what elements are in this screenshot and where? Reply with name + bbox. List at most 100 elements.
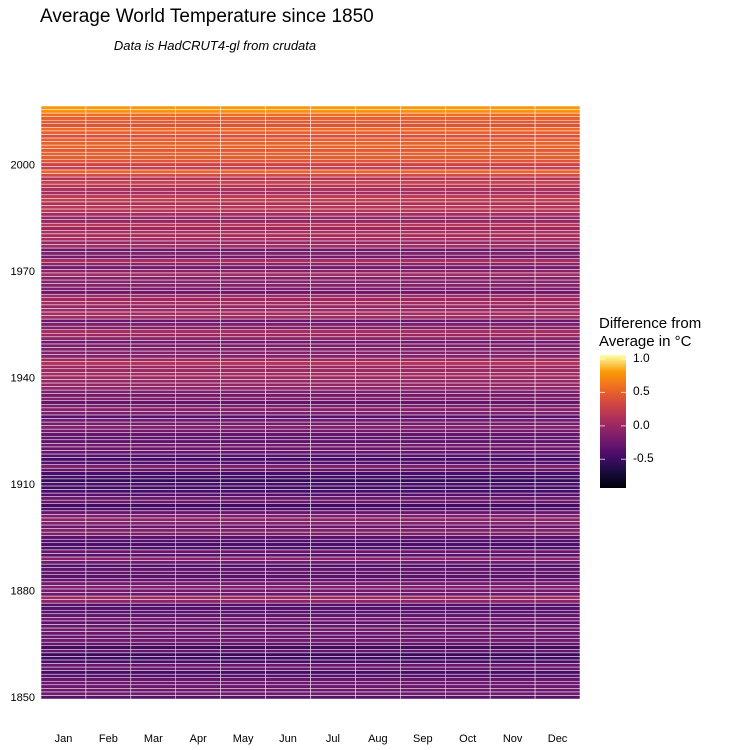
heatmap-cell-1906-jul	[310, 496, 356, 501]
heatmap-cell-1866-mar	[130, 638, 176, 643]
heatmap-cell-1882-nov	[489, 581, 536, 586]
heatmap-cell-1904-mar	[130, 503, 176, 508]
heatmap-cell-1932-oct	[445, 404, 491, 409]
heatmap-cell-1869-oct	[445, 627, 491, 632]
heatmap-cell-1890-jan	[40, 553, 87, 558]
heatmap-cell-1854-feb	[85, 680, 132, 686]
heatmap-cell-1897-feb	[85, 528, 132, 533]
heatmap-cell-1878-apr	[175, 595, 221, 600]
heatmap-cell-1942-jul	[310, 368, 356, 373]
heatmap-cell-1897-may	[220, 528, 266, 533]
heatmap-cell-1855-nov	[489, 677, 536, 682]
heatmap-cell-1924-sep	[400, 432, 446, 437]
heatmap-cell-1985-nov	[489, 215, 536, 220]
heatmap-cell-1939-mar	[130, 379, 176, 384]
heatmap-cell-1950-aug	[355, 340, 401, 345]
colorbar-segment	[600, 486, 626, 488]
colorbar-segment	[600, 477, 626, 479]
heatmap-cell-2000-oct	[445, 162, 491, 167]
heatmap-cell-1937-jun	[265, 386, 311, 391]
heatmap-cell-1889-sep	[400, 556, 446, 561]
heatmap-cell-1967-jun	[265, 279, 311, 284]
heatmap-cell-1975-jan	[40, 251, 87, 256]
heatmap-cell-1856-nov	[489, 673, 536, 678]
heatmap-cell-1897-aug	[355, 528, 401, 533]
colorbar-segment	[600, 397, 626, 399]
heatmap-cell-1947-nov	[489, 350, 536, 355]
heatmap-cell-1885-jun	[265, 570, 311, 575]
heatmap-cell-1950-mar	[130, 340, 176, 345]
heatmap-cell-1979-apr	[175, 237, 221, 242]
heatmap-cell-1938-jan	[40, 382, 87, 387]
colorbar-segment	[600, 448, 626, 450]
heatmap-cells	[40, 105, 581, 700]
heatmap-cell-2010-mar	[130, 127, 176, 132]
heatmap-cell-1977-feb	[85, 244, 132, 249]
heatmap-cell-1951-feb	[85, 336, 132, 341]
heatmap-cell-1867-sep	[400, 634, 446, 639]
heatmap-cell-1859-jun	[265, 663, 311, 668]
heatmap-cell-1990-dec	[534, 198, 581, 203]
heatmap-cell-1917-aug	[355, 457, 401, 462]
heatmap-cell-1925-jun	[265, 428, 311, 433]
heatmap-cell-1907-sep	[400, 492, 446, 497]
heatmap-cell-1886-feb	[85, 567, 132, 572]
colorbar-segment	[600, 473, 626, 475]
legend-tick-label: 0.0	[633, 417, 650, 432]
heatmap-cell-1949-mar	[130, 343, 176, 348]
heatmap-cell-1879-jan	[40, 592, 87, 597]
heatmap-cell-1919-jul	[310, 450, 356, 455]
heatmap-cell-1935-dec	[534, 393, 581, 398]
heatmap-cell-1962-may	[220, 297, 266, 302]
heatmap-cell-1871-nov	[489, 620, 536, 625]
heatmap-cell-1894-oct	[445, 538, 491, 544]
heatmap-cell-1952-oct	[445, 333, 491, 338]
heatmap-cell-1997-dec	[534, 173, 581, 178]
heatmap-cell-1984-sep	[400, 219, 446, 224]
heatmap-cell-1856-mar	[130, 673, 176, 678]
heatmap-cell-1899-apr	[175, 521, 221, 526]
heatmap-cell-1978-oct	[445, 240, 491, 245]
heatmap-cell-1906-jan	[40, 496, 87, 501]
heatmap-cell-1967-oct	[445, 279, 491, 284]
heatmap-cell-1986-nov	[489, 212, 536, 217]
heatmap-cell-1975-oct	[445, 251, 491, 256]
heatmap-cell-1894-may	[220, 538, 266, 544]
heatmap-cell-1980-may	[220, 233, 266, 238]
heatmap-cell-1858-apr	[175, 666, 221, 671]
heatmap-cell-1978-apr	[175, 240, 221, 245]
heatmap-cell-1980-nov	[489, 233, 536, 238]
heatmap-cell-1852-may	[220, 688, 266, 693]
heatmap-cell-1998-oct	[445, 169, 491, 174]
heatmap-cell-1946-aug	[355, 354, 401, 359]
heatmap-cell-1924-oct	[445, 432, 491, 437]
heatmap-cell-1888-aug	[355, 560, 401, 565]
heatmap-cell-1929-mar	[130, 414, 176, 419]
heatmap-cell-1850-mar	[130, 695, 176, 700]
heatmap-cell-1850-aug	[355, 695, 401, 700]
heatmap-cell-2007-feb	[85, 137, 132, 142]
heatmap-cell-1953-jun	[265, 329, 311, 334]
heatmap-cell-1897-jan	[40, 528, 87, 533]
heatmap-cell-1985-oct	[445, 215, 491, 220]
heatmap-cell-1902-jun	[265, 510, 311, 515]
heatmap-cell-1957-apr	[175, 315, 221, 320]
heatmap-cell-1994-apr	[175, 183, 221, 188]
heatmap-cell-1902-feb	[85, 510, 132, 515]
heatmap-cell-1890-sep	[400, 553, 446, 558]
heatmap-cell-1869-dec	[534, 627, 581, 632]
heatmap-cell-1977-sep	[400, 244, 446, 249]
heatmap-cell-1935-oct	[445, 393, 491, 398]
heatmap-cell-1901-nov	[489, 514, 536, 519]
heatmap-cell-1893-may	[220, 542, 266, 547]
heatmap-cell-1871-jan	[40, 620, 87, 625]
heatmap-cell-2008-mar	[130, 134, 176, 139]
heatmap-cell-1974-dec	[534, 254, 581, 259]
heatmap-cell-1928-dec	[534, 418, 581, 423]
heatmap-cell-1968-jul	[310, 276, 356, 281]
heatmap-cell-1988-apr	[175, 205, 221, 210]
heatmap-cell-1881-nov	[489, 585, 536, 590]
heatmap-cell-1941-jun	[265, 372, 311, 377]
heatmap-cell-1922-dec	[534, 439, 581, 444]
heatmap-cell-1939-sep	[400, 379, 446, 384]
